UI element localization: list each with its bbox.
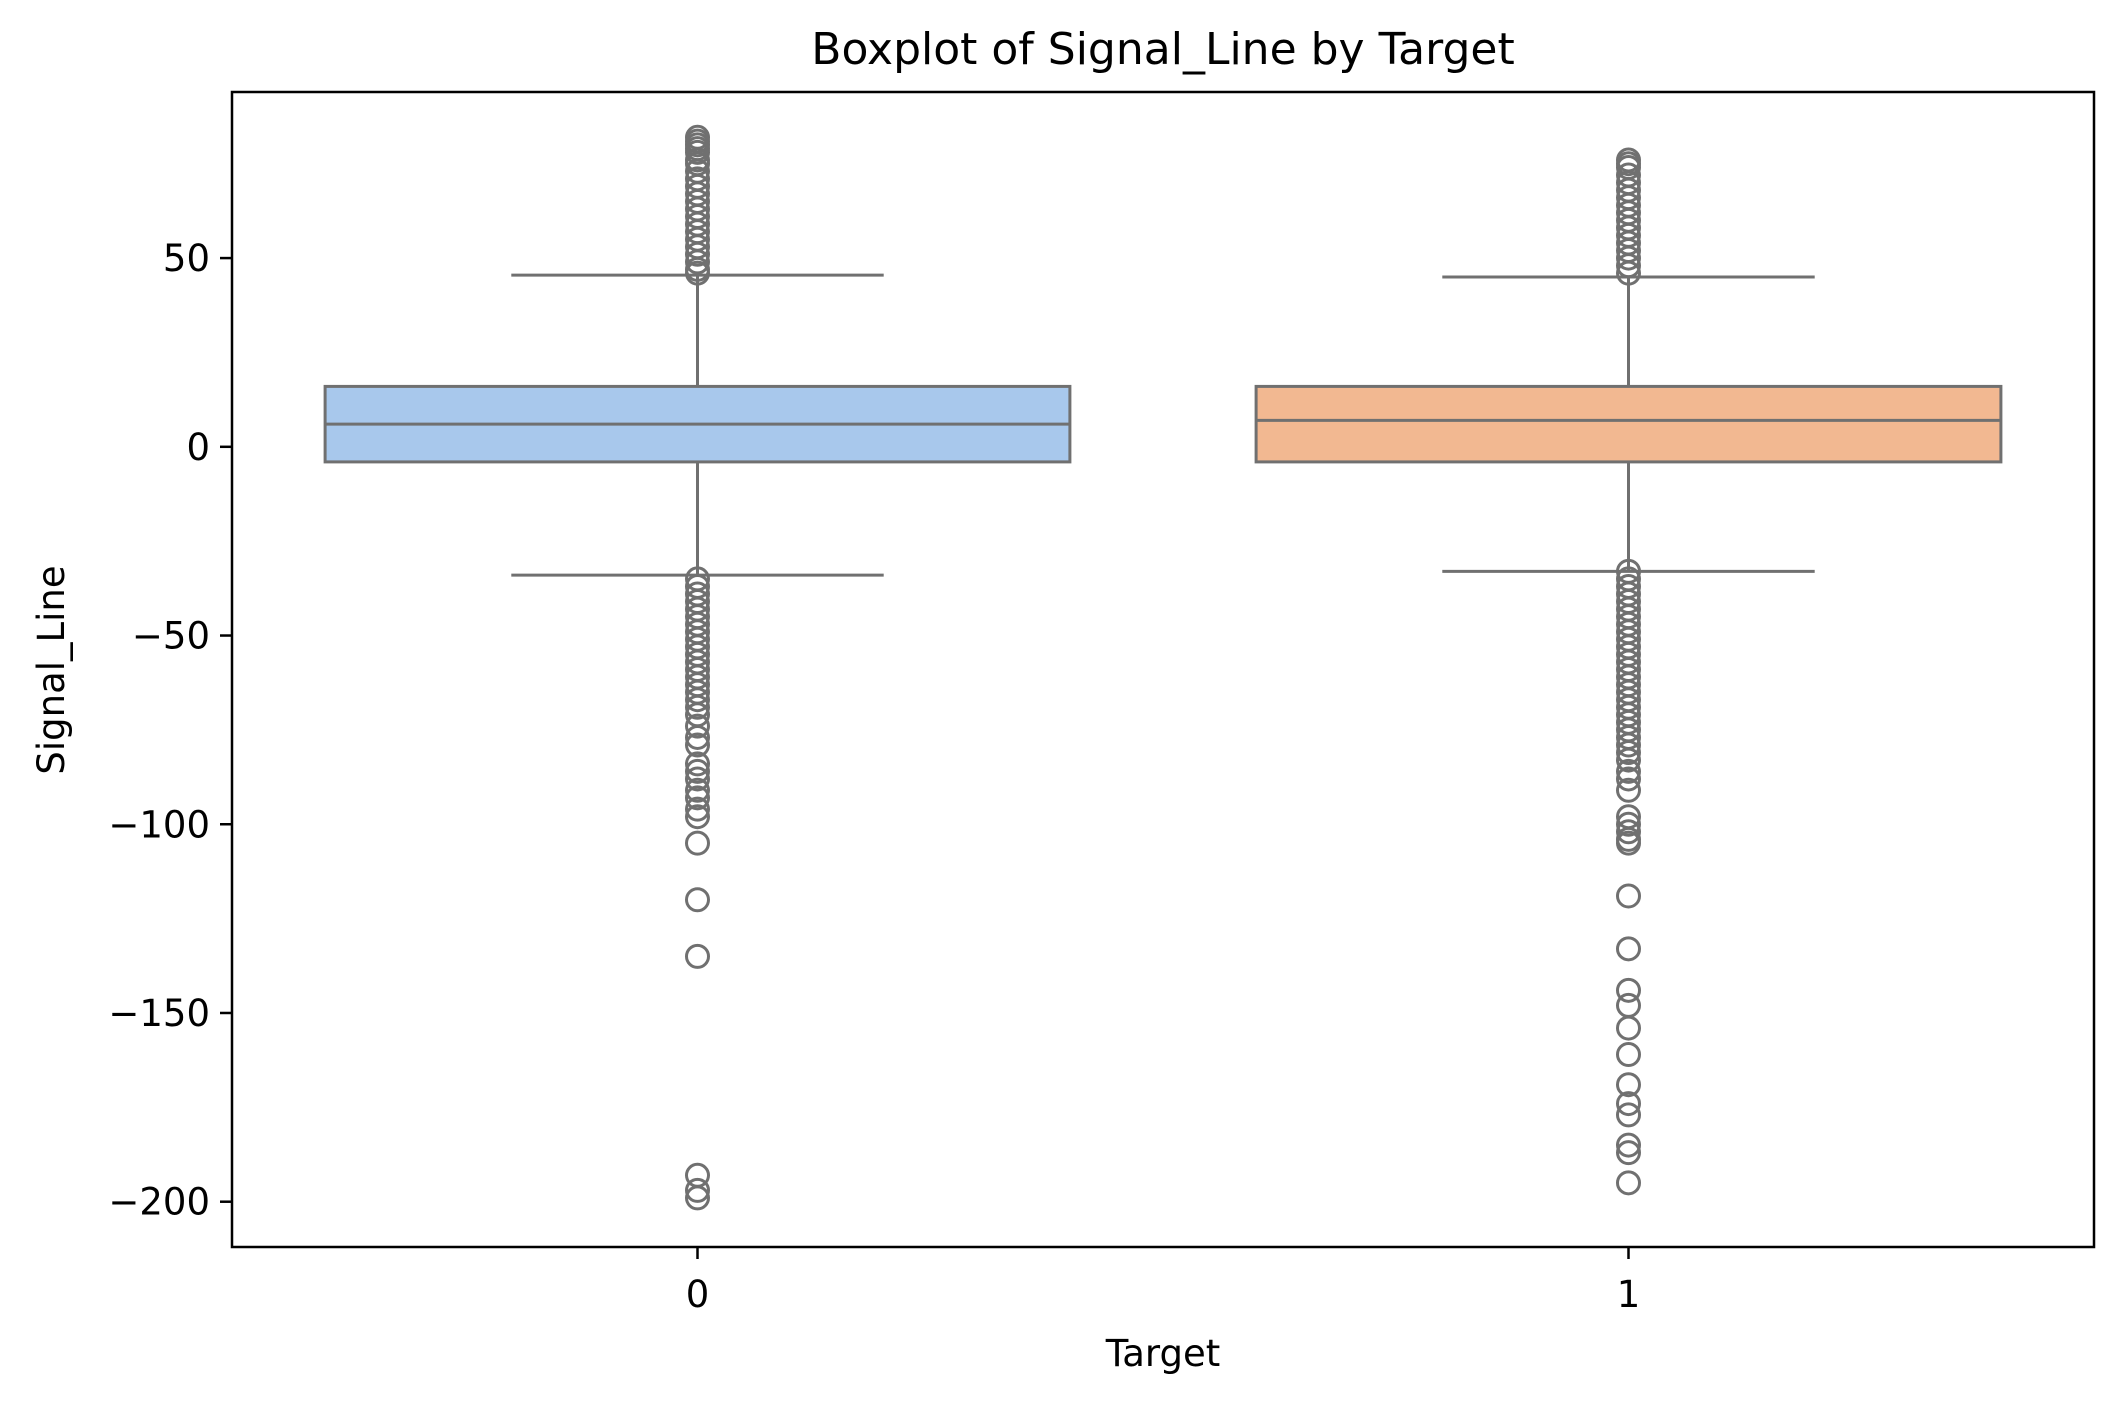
outlier-point — [1616, 758, 1641, 784]
outlier-point — [685, 1177, 710, 1203]
x-axis-label: Target — [1105, 1332, 1220, 1375]
outlier-point — [685, 687, 710, 713]
outlier-point — [1616, 260, 1641, 286]
x-tick-label: 0 — [686, 1273, 710, 1316]
outlier-point — [1616, 992, 1641, 1018]
outlier-point — [685, 713, 710, 739]
outlier-point — [1616, 253, 1641, 279]
outlier-point — [1616, 936, 1641, 962]
outlier-point — [685, 887, 710, 913]
outlier-point — [685, 724, 710, 750]
outlier-point — [685, 694, 710, 720]
outlier-point — [685, 1185, 710, 1211]
outlier-point — [1616, 766, 1641, 792]
outlier-point — [685, 139, 710, 165]
y-tick-label: 0 — [186, 426, 210, 469]
outlier-point — [1616, 830, 1641, 856]
outlier-point — [1616, 883, 1641, 909]
outlier-point — [685, 260, 710, 286]
outlier-point — [685, 249, 710, 275]
outlier-point — [685, 796, 710, 822]
y-tick-label: −200 — [108, 1181, 210, 1224]
y-tick-label: −150 — [108, 992, 210, 1035]
box-group-1 — [1254, 147, 2003, 1196]
outlier-point — [1616, 777, 1641, 803]
outlier-point — [1616, 1170, 1641, 1196]
chart-title: Boxplot of Signal_Line by Target — [811, 24, 1514, 75]
outlier-point — [685, 732, 710, 758]
outlier-point — [1616, 1102, 1641, 1128]
outlier-point — [685, 830, 710, 856]
outlier-point — [685, 241, 710, 267]
outlier-point — [1616, 1091, 1641, 1117]
outlier-point — [685, 766, 710, 792]
y-tick-label: 50 — [163, 237, 210, 280]
outlier-point — [1616, 1015, 1641, 1041]
outlier-point — [685, 804, 710, 830]
outlier-point — [685, 943, 710, 969]
outlier-point — [1616, 819, 1641, 845]
outlier-point — [1616, 740, 1641, 766]
outlier-point — [1616, 811, 1641, 837]
y-axis-label: Signal_Line — [30, 565, 73, 774]
outlier-point — [1616, 732, 1641, 758]
outlier-point — [685, 785, 710, 811]
outlier-point — [685, 777, 710, 803]
outlier-point — [1616, 1132, 1641, 1158]
outlier-point — [685, 758, 710, 784]
x-tick-label: 1 — [1617, 1273, 1641, 1316]
outlier-point — [1616, 1042, 1641, 1067]
y-tick-label: −100 — [108, 803, 210, 846]
y-axis: 50 0 −50 −100 −150 −200 — [108, 237, 232, 1224]
plot-frame — [230, 90, 2096, 1249]
outlier-point — [1616, 747, 1641, 773]
outlier-point — [685, 751, 710, 777]
y-tick-label: −50 — [132, 615, 210, 658]
outlier-point — [1616, 245, 1641, 271]
box — [1254, 384, 2003, 464]
box-group-0 — [323, 124, 1072, 1211]
boxes-layer — [323, 124, 2003, 1211]
outlier-point — [1616, 1072, 1641, 1098]
outlier-point — [1616, 1140, 1641, 1166]
outlier-point — [1616, 977, 1641, 1003]
